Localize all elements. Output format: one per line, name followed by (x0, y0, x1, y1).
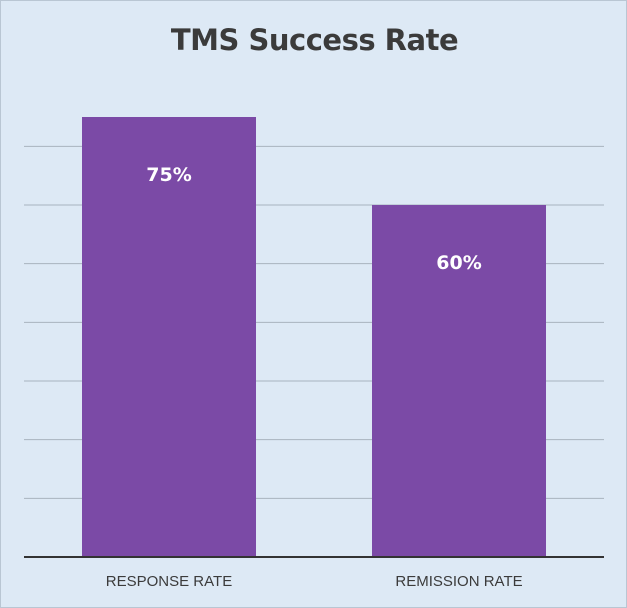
x-tick-label-response-rate: RESPONSE RATE (106, 573, 232, 590)
chart-title: TMS Success Rate (170, 23, 459, 57)
bar-remission-rate (372, 205, 546, 557)
data-label-remission-rate: 60% (436, 252, 481, 274)
bar-response-rate (82, 117, 256, 557)
data-label-response-rate: 75% (146, 164, 191, 186)
x-tick-label-remission-rate: REMISSION RATE (395, 573, 522, 590)
